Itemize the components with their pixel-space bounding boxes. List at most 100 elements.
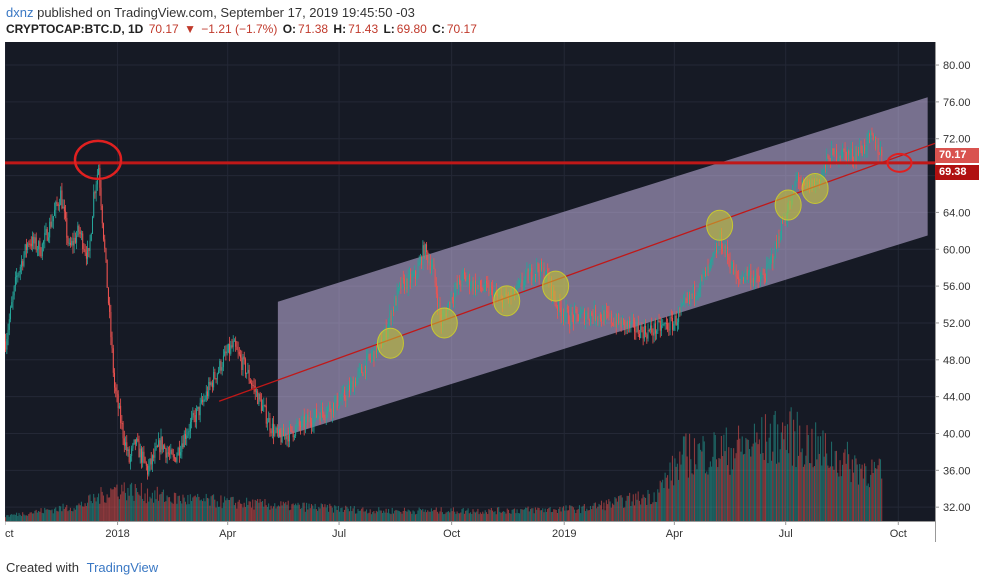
volume-bar <box>652 502 654 521</box>
candle-body <box>331 403 333 415</box>
volume-bar <box>307 509 309 521</box>
volume-bar <box>40 508 42 521</box>
volume-bar <box>433 509 435 521</box>
candle-body <box>583 310 585 324</box>
candle-body <box>122 422 124 439</box>
volume-bar <box>222 502 224 521</box>
created-with: Created with TradingView <box>6 560 158 575</box>
candle-body <box>738 277 740 280</box>
volume-bar <box>457 513 459 521</box>
candle-body <box>224 351 226 356</box>
volume-bar <box>410 511 412 521</box>
candle-body <box>637 323 639 334</box>
candle-body <box>18 272 20 276</box>
author-link[interactable]: dxnz <box>6 5 34 20</box>
volume-bar <box>629 492 631 521</box>
candle-body <box>755 272 757 278</box>
candle-body <box>783 219 785 223</box>
candle-body <box>745 269 747 277</box>
candle-body <box>38 241 40 250</box>
volume-bar <box>312 505 314 521</box>
candle-body <box>346 390 348 401</box>
volume-bar <box>188 504 190 521</box>
candle-body <box>824 164 826 168</box>
volume-bar <box>455 513 457 521</box>
candle-body <box>126 442 128 452</box>
time-tick-label: Apr <box>219 528 236 540</box>
candle-body <box>36 249 38 251</box>
candle-body <box>543 267 545 282</box>
candle-body <box>188 431 190 433</box>
volume-bar <box>379 510 381 521</box>
volume-bar <box>27 515 29 521</box>
volume-bar <box>817 436 819 521</box>
candle-body <box>716 248 718 254</box>
candle-body <box>137 438 139 441</box>
candle-body <box>725 246 727 254</box>
candle-body <box>659 321 661 331</box>
candle-body <box>746 269 748 276</box>
volume-bar <box>740 451 742 521</box>
candle-body <box>333 403 335 412</box>
candle-body <box>859 145 861 156</box>
volume-bar <box>488 508 490 521</box>
candle-body <box>216 373 218 380</box>
time-axis[interactable]: Oct 2018 Apr Jul Oct 2019 Apr Jul Oct <box>0 521 935 542</box>
candle-body <box>822 170 824 177</box>
volume-bar <box>348 511 350 521</box>
candle-body <box>284 434 286 437</box>
volume-bar <box>94 497 96 521</box>
volume-bar <box>391 507 393 521</box>
volume-bar <box>626 495 628 521</box>
volume-bar <box>614 497 616 521</box>
candle-body <box>836 149 837 162</box>
candle-body <box>561 314 563 317</box>
candle-body <box>285 434 287 440</box>
volume-bar <box>778 462 780 521</box>
volume-bar <box>461 509 463 521</box>
candle-body <box>435 283 437 294</box>
volume-bar <box>235 502 237 521</box>
volume-bar <box>607 504 609 521</box>
candle-body <box>470 286 472 288</box>
volume-bar <box>22 512 24 521</box>
volume-bar <box>474 512 476 521</box>
volume-bar <box>807 435 809 521</box>
volume-bar <box>657 489 659 521</box>
close-value: 70.17 <box>446 22 477 36</box>
candle-body <box>366 355 368 374</box>
volume-bar <box>556 512 558 521</box>
candle-body <box>429 261 431 271</box>
candle-body <box>669 317 671 331</box>
candle-body <box>220 361 222 371</box>
candle-body <box>475 280 476 292</box>
volume-bar <box>381 512 383 521</box>
tradingview-logo[interactable]: TradingView <box>86 560 159 575</box>
candle-body <box>208 382 210 397</box>
candle-body <box>350 383 352 392</box>
candle-body <box>823 164 825 171</box>
volume-bar <box>275 508 277 521</box>
volume-bar <box>399 511 401 521</box>
candle-body <box>757 274 759 281</box>
candle-body <box>153 455 155 458</box>
candle-body <box>158 440 160 447</box>
volume-bar <box>224 496 226 521</box>
price-plot[interactable] <box>4 42 936 542</box>
candle-body <box>629 320 631 327</box>
candle-body <box>612 323 614 325</box>
volume-bar <box>101 491 103 521</box>
candle-body <box>298 421 300 426</box>
price-axis[interactable]: 32.00 36.00 40.00 44.00 48.00 52.00 56.00 60.00… <box>935 42 987 542</box>
candle-body <box>191 417 193 423</box>
chart-pane[interactable] <box>4 42 936 542</box>
volume-bar <box>592 505 594 521</box>
candle-body <box>749 270 751 273</box>
volume-bar <box>559 506 561 521</box>
candle-body <box>177 447 179 456</box>
volume-bar <box>648 493 650 521</box>
volume-bar <box>6 515 8 521</box>
candle-body <box>171 449 173 455</box>
candle-body <box>597 319 599 321</box>
candle-body <box>269 418 271 431</box>
